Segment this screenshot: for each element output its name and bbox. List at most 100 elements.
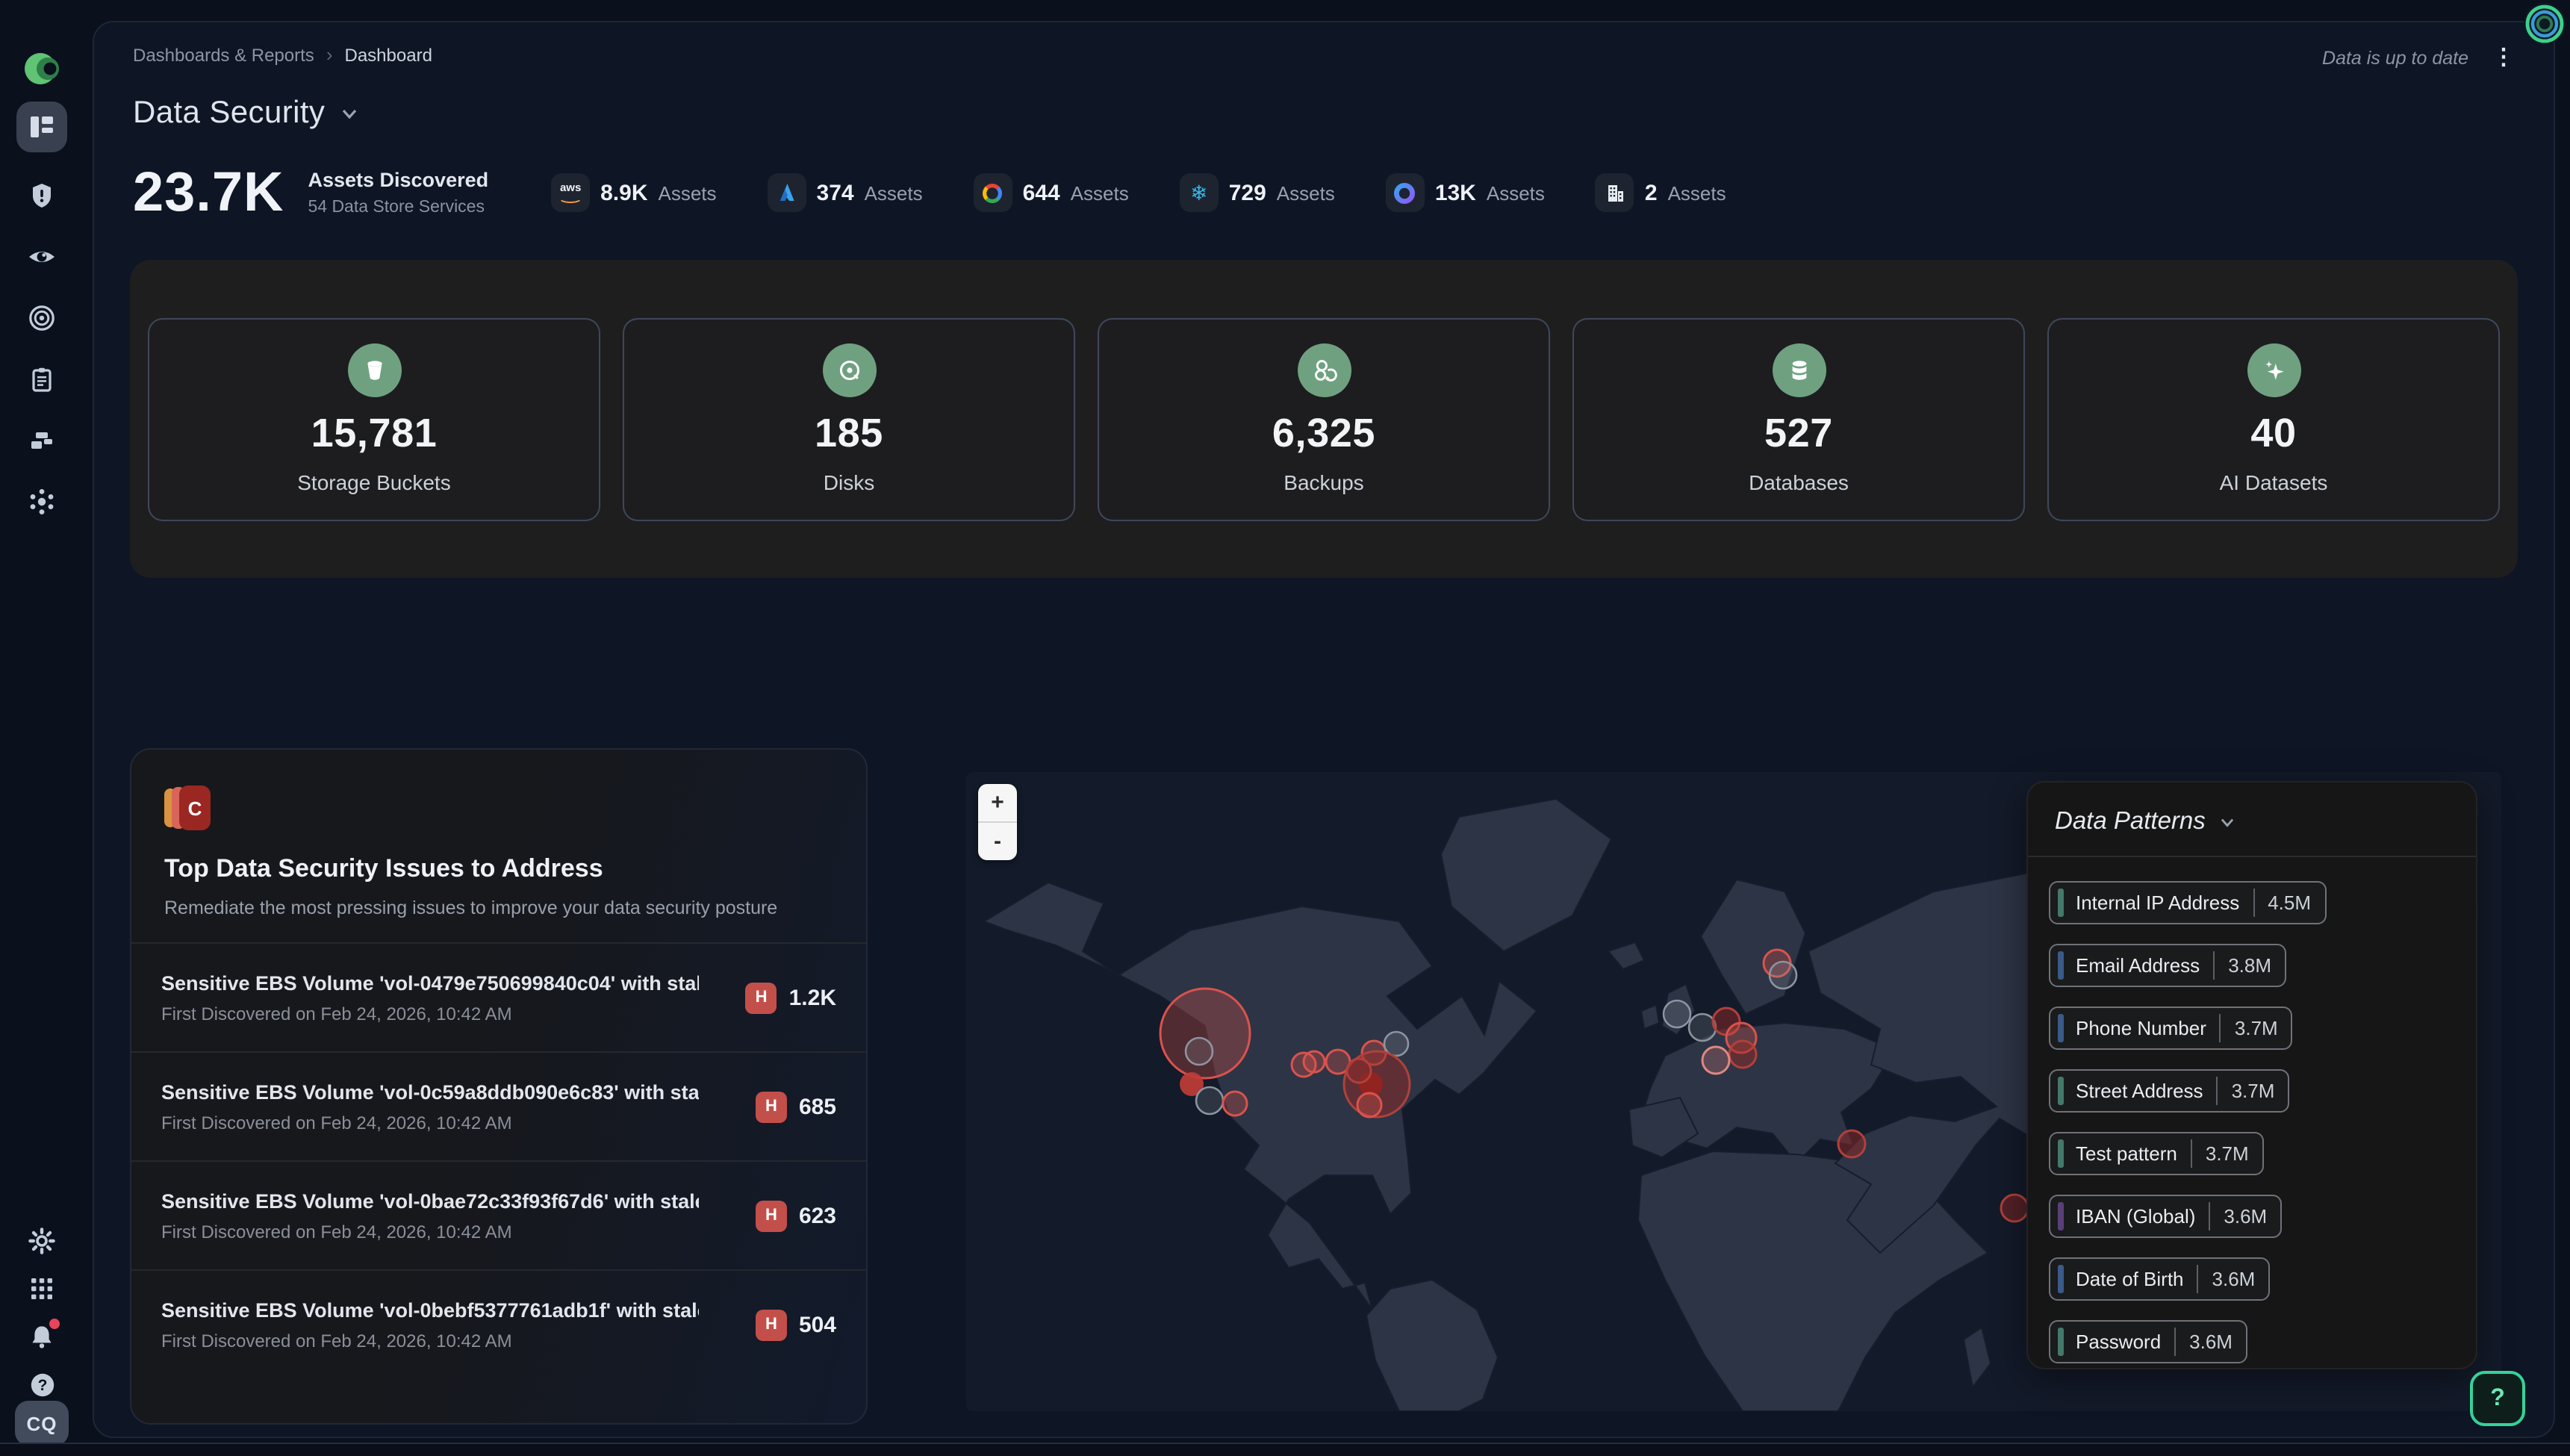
card-databases[interactable]: 527 Databases	[1572, 317, 2025, 520]
chip-internal-ip-address[interactable]: Internal IP Address 4.5M	[2049, 881, 2327, 924]
azure-icon	[767, 173, 806, 212]
issues-stack-icon: C	[164, 785, 218, 830]
issue-discovered: First Discovered on Feb 24, 2026, 10:42 …	[161, 1003, 512, 1024]
issue-discovered: First Discovered on Feb 24, 2026, 10:42 …	[161, 1221, 512, 1242]
brand-ring-icon	[2522, 1, 2567, 46]
card-ai-datasets[interactable]: 40 AI Datasets	[2047, 317, 2500, 520]
issue-row[interactable]: Sensitive EBS Volume 'vol-0c59a8ddb090e6…	[131, 1051, 866, 1160]
chip-accent	[2058, 951, 2064, 980]
dashboard-icon	[27, 112, 57, 142]
footer-strip	[0, 1443, 2570, 1456]
title-dropdown-icon[interactable]	[340, 107, 358, 120]
google-cloud-icon	[973, 173, 1012, 212]
bucket-icon	[347, 343, 401, 397]
sidebar-item-integrations[interactable]	[16, 476, 67, 527]
issue-count: 504	[798, 1312, 836, 1337]
total-assets-value: 23.7K	[133, 161, 284, 223]
data-patterns-title: Data Patterns	[2055, 808, 2206, 835]
chip-accent	[2058, 1014, 2064, 1042]
breadcrumb: Dashboards & Reports › Dashboard	[133, 43, 432, 66]
datacenter-count: 2	[1644, 180, 1658, 205]
sidebar-item-notifications[interactable]	[16, 1311, 67, 1362]
aws-label: Assets	[658, 181, 717, 204]
sidebar-item-issues[interactable]	[16, 170, 67, 221]
card-disks[interactable]: 185 Disks	[623, 317, 1075, 520]
chip-iban-global[interactable]: IBAN (Global) 3.6M	[2049, 1195, 2283, 1238]
user-avatar[interactable]: CQ	[15, 1401, 69, 1446]
zoom-out-button[interactable]: -	[978, 821, 1017, 860]
datacenter-icon	[1595, 173, 1634, 212]
aws-count: 8.9K	[600, 180, 648, 205]
top-issues-panel: C Top Data Security Issues to Address Re…	[130, 748, 868, 1425]
data-patterns-header[interactable]: Data Patterns	[2028, 783, 2476, 857]
gcp-label: Assets	[1070, 181, 1129, 204]
issue-row[interactable]: Sensitive EBS Volume 'vol-0bae72c33f93f6…	[131, 1160, 866, 1269]
provider-aws[interactable]: aws 8.9K Assets	[551, 173, 717, 212]
databases-label: Databases	[1749, 470, 1849, 494]
sidebar-item-components[interactable]	[16, 415, 67, 466]
azure-count: 374	[816, 180, 854, 205]
issue-row[interactable]: Sensitive EBS Volume 'vol-0bebf5377761ad…	[131, 1269, 866, 1378]
provider-azure[interactable]: 374 Assets	[767, 173, 923, 212]
severity-badge: H	[755, 1309, 787, 1340]
chip-accent	[2058, 1077, 2064, 1105]
chip-email-address[interactable]: Email Address 3.8M	[2049, 944, 2286, 987]
sidebar-item-settings[interactable]	[16, 1216, 67, 1266]
provider-microsoft-365[interactable]: 13K Assets	[1385, 173, 1545, 212]
backups-label: Backups	[1284, 470, 1364, 494]
provider-google-cloud[interactable]: 644 Assets	[973, 173, 1129, 212]
data-patterns-panel: Data Patterns Internal IP Address 4.5M E…	[2026, 781, 2477, 1369]
provider-snowflake[interactable]: ❄ 729 Assets	[1179, 173, 1335, 212]
chip-test-pattern[interactable]: Test pattern 3.7M	[2049, 1132, 2264, 1175]
sidebar-item-dashboards[interactable]	[16, 102, 67, 152]
datacenter-label: Assets	[1667, 181, 1726, 204]
issues-subtitle: Remediate the most pressing issues to im…	[164, 897, 778, 918]
snowflake-label: Assets	[1276, 181, 1335, 204]
chip-street-address[interactable]: Street Address 3.7M	[2049, 1069, 2290, 1113]
spark-icon	[27, 487, 57, 517]
snowflake-count: 729	[1228, 180, 1266, 205]
backups-value: 6,325	[1272, 411, 1376, 455]
app-logo-icon[interactable]	[21, 48, 63, 90]
total-assets-labels: Assets Discovered 54 Data Store Services	[308, 169, 488, 217]
target-icon	[27, 303, 57, 333]
chip-accent	[2058, 1202, 2064, 1231]
main-panel: Dashboards & Reports › Dashboard Data is…	[93, 21, 2555, 1438]
sidebar-item-apps[interactable]	[16, 1263, 67, 1314]
severity-badge: H	[755, 1091, 787, 1122]
sidebar-item-reports[interactable]	[16, 354, 67, 405]
data-patterns-list: Internal IP Address 4.5M Email Address 3…	[2028, 857, 2476, 1368]
m365-label: Assets	[1486, 181, 1545, 204]
disks-label: Disks	[823, 470, 875, 494]
eye-icon	[27, 242, 57, 272]
chevron-down-icon	[2221, 818, 2233, 827]
map-zoom-controls: + -	[978, 784, 1017, 860]
chip-password[interactable]: Password 3.6M	[2049, 1320, 2247, 1363]
gear-icon	[27, 1226, 57, 1256]
help-button[interactable]: ?	[2470, 1371, 2525, 1426]
question-icon: ?	[28, 1370, 56, 1399]
chip-phone-number[interactable]: Phone Number 3.7M	[2049, 1007, 2293, 1050]
issue-title: Sensitive EBS Volume 'vol-0479e750699840…	[161, 971, 699, 994]
kebab-menu-icon[interactable]: ⋮	[2492, 45, 2515, 70]
page-title: Data Security	[133, 96, 326, 130]
issue-title: Sensitive EBS Volume 'vol-0c59a8ddb090e6…	[161, 1080, 699, 1103]
card-storage-buckets[interactable]: 15,781 Storage Buckets	[148, 317, 600, 520]
breadcrumb-parent[interactable]: Dashboards & Reports	[133, 44, 314, 65]
zoom-in-button[interactable]: +	[991, 790, 1004, 815]
sidebar-item-visibility[interactable]	[16, 231, 67, 282]
issue-row[interactable]: Sensitive EBS Volume 'vol-0479e750699840…	[131, 942, 866, 1051]
provider-stats: aws 8.9K Assets 374 Assets	[551, 173, 1726, 212]
ai-datasets-label: AI Datasets	[2219, 470, 2328, 494]
sidebar-item-targets[interactable]	[16, 293, 67, 343]
grid-icon	[28, 1275, 55, 1302]
aws-icon: aws	[551, 173, 591, 212]
azure-label: Assets	[864, 181, 923, 204]
chip-date-of-birth[interactable]: Date of Birth 3.6M	[2049, 1257, 2271, 1301]
card-backups[interactable]: 6,325 Backups	[1098, 317, 1550, 520]
provider-datacenter[interactable]: 2 Assets	[1595, 173, 1726, 212]
issue-title: Sensitive EBS Volume 'vol-0bebf5377761ad…	[161, 1298, 699, 1321]
sidebar-item-help[interactable]: ?	[16, 1359, 67, 1410]
databases-value: 527	[1764, 411, 1833, 455]
